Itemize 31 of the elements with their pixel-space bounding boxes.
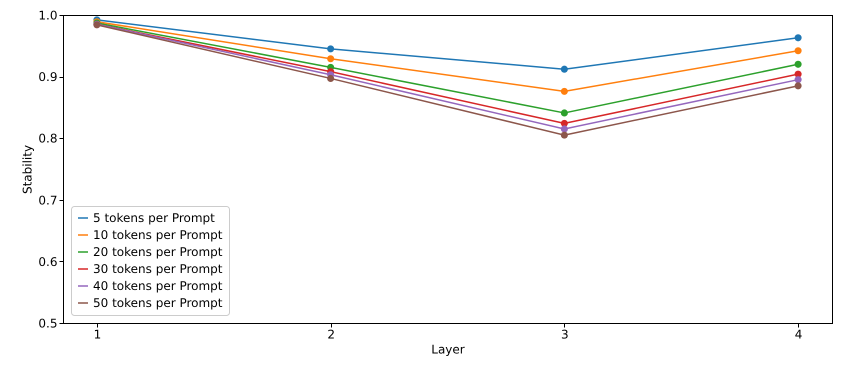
point [560,88,568,95]
y-tick-label: 0.5 [38,316,58,330]
x-tick-label: 2 [327,328,335,342]
legend-label: 10 tokens per Prompt [93,228,223,242]
x-axis-title: Layer [431,342,465,356]
point [560,125,568,132]
y-tick-label: 1.0 [38,8,58,22]
point [794,76,802,84]
y-tick-label: 0.7 [38,193,58,208]
x-tick-label: 4 [794,328,802,342]
legend-label: 5 tokens per Prompt [93,211,216,225]
legend-label: 30 tokens per Prompt [93,262,223,276]
point [794,60,802,68]
point [327,55,334,62]
point [560,132,568,139]
y-tick-label: 0.6 [38,254,58,269]
x-tick-label: 1 [94,328,102,342]
point [794,34,802,42]
point [560,109,568,116]
point [327,74,334,82]
point [794,47,802,54]
point [794,82,802,90]
y-axis-title: Stability [20,144,34,194]
point [327,45,334,52]
y-tick-label: 0.9 [38,70,58,84]
legend-label: 50 tokens per Prompt [93,296,223,310]
y-tick-label: 0.8 [38,132,58,146]
legend-label: 40 tokens per Prompt [93,279,223,293]
point [560,66,568,73]
legend-label: 20 tokens per Prompt [93,245,223,259]
x-tick-label: 3 [561,328,569,342]
